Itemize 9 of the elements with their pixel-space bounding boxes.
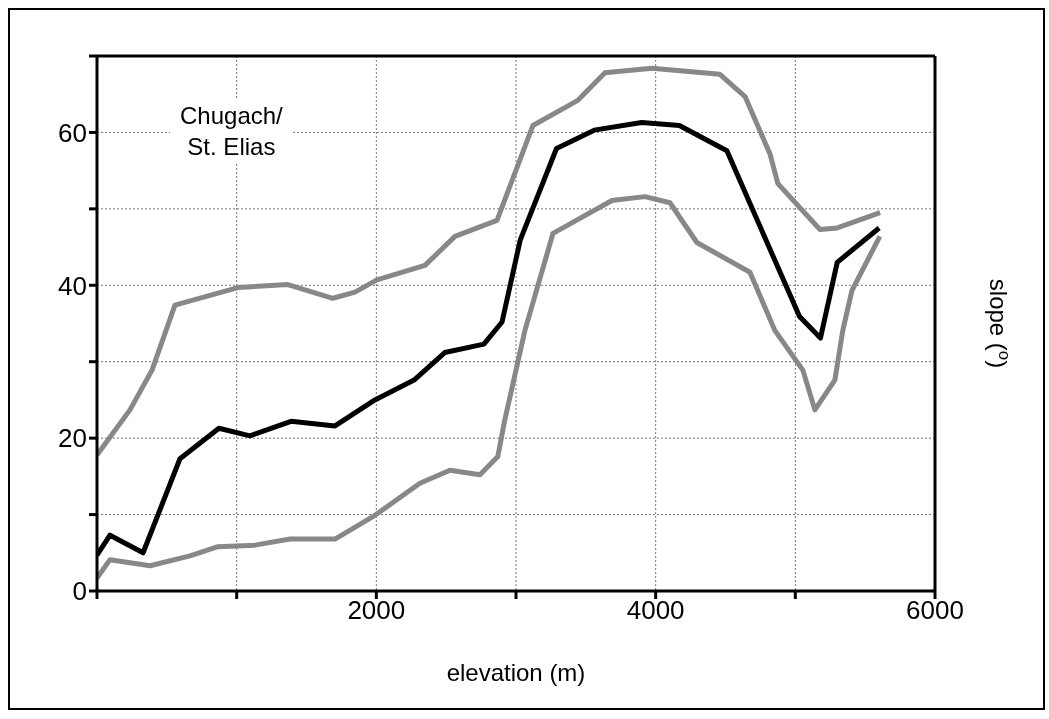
x-tick-label: 4000 bbox=[626, 595, 685, 626]
x-tick-label: 6000 bbox=[906, 595, 964, 626]
x-axis-title: elevation (m) bbox=[446, 659, 586, 686]
y-tick-label: 60 bbox=[58, 117, 87, 148]
y-tick-label: 20 bbox=[58, 423, 87, 454]
y-tick-label: 0 bbox=[72, 576, 87, 607]
y-tick-label: 40 bbox=[58, 270, 87, 301]
annotation: Chugach/ St. Elias bbox=[170, 100, 293, 163]
x-tick-label: 2000 bbox=[347, 595, 406, 626]
